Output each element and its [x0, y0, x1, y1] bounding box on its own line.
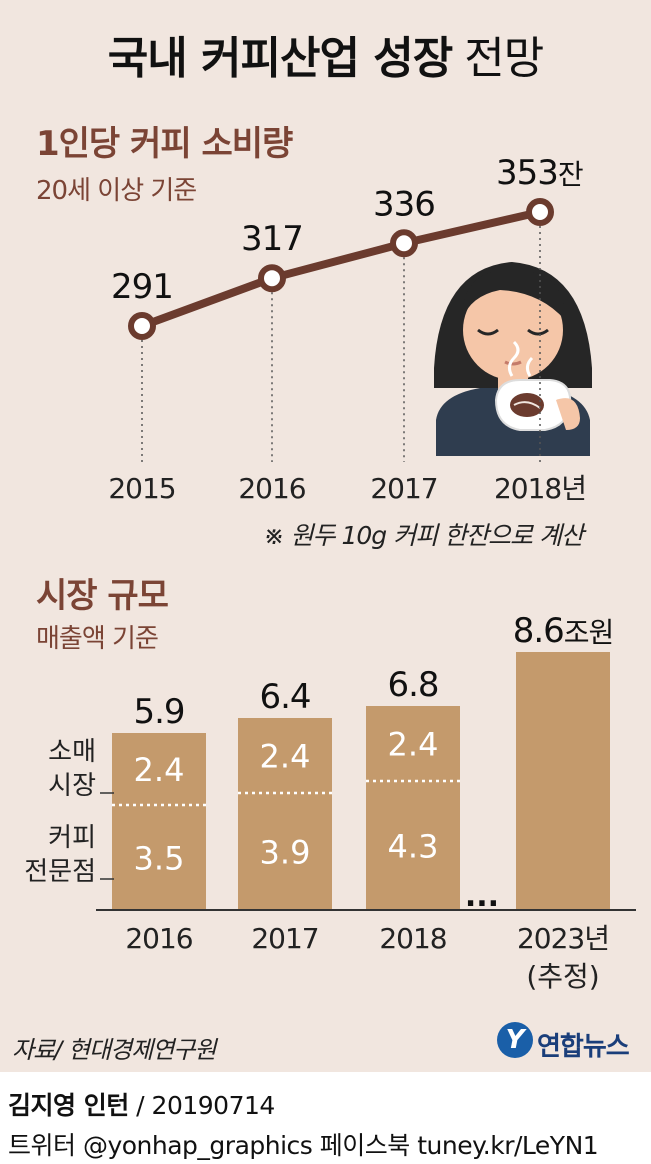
- bar-2017: [238, 718, 332, 910]
- bar-2016: [112, 733, 206, 910]
- bar-chart-subtitle: 매출액 기준: [36, 624, 159, 654]
- data-point-2016: [258, 264, 286, 293]
- x-tick-3: 2018년: [494, 472, 586, 505]
- value-number: 353: [496, 153, 558, 193]
- retail-label-2018: 2.4: [388, 726, 439, 764]
- coffee-shop-label-2017: 3.9: [260, 834, 311, 872]
- line-chart: 291 317 336 353잔 2015 2016 2017 2018년: [108, 153, 587, 505]
- retail-label-2016: 2.4: [134, 751, 185, 789]
- social-handles: 트위터 @yonhap_graphics 페이스북 tuney.kr/LeYN1: [8, 1131, 599, 1160]
- bar-2023년: [516, 652, 610, 910]
- total-label-2018: 6.8: [387, 665, 438, 705]
- data-point-2015: [128, 312, 156, 340]
- total-number: 8.6: [513, 611, 564, 651]
- bar-chart-title: 시장 규모: [36, 576, 169, 616]
- gap-ellipsis: ...: [465, 879, 499, 914]
- value-unit: 잔: [558, 158, 583, 191]
- title-main: 국내 커피산업 성장: [107, 33, 453, 84]
- bar-x-sublabel-3: (추정): [526, 960, 599, 993]
- byline: 김지영 인턴 / 20190714: [8, 1086, 275, 1122]
- line-chart-note: ※ 원두 10g 커피 한잔으로 계산: [263, 521, 584, 550]
- data-point-2018년: [526, 198, 554, 226]
- line-chart-title: 1인당 커피 소비량: [36, 124, 293, 164]
- woman-drinking-coffee-icon: [434, 262, 592, 456]
- title-suffix: 전망: [464, 33, 544, 84]
- retail-label-2017: 2.4: [260, 738, 311, 776]
- source-note: 자료/ 현대경제연구원: [12, 1036, 216, 1064]
- value-label-2015: 291: [111, 267, 173, 307]
- coffee-shop-label-2016: 3.5: [134, 840, 185, 878]
- legend-label-coffee-shop: 커피 전문점: [24, 823, 96, 887]
- bar-x-tick-0: 2016: [125, 922, 192, 955]
- total-label-2016: 5.9: [133, 692, 184, 732]
- bar-x-tick-2: 2018: [379, 922, 446, 955]
- byline-date: / 20190714: [136, 1091, 275, 1120]
- bar-x-tick-1: 2017: [251, 922, 318, 955]
- series-line: [140, 208, 541, 330]
- bar-chart: 3.5 2.4 5.9 3.9 2.4 6.4 4.3 2.4 6.8 8.6조원 2016 2017…: [24, 611, 636, 993]
- total-label-2023년: 8.6조원: [513, 611, 614, 651]
- data-point-2017: [390, 229, 418, 258]
- coffee-shop-label-2018: 4.3: [388, 828, 439, 866]
- x-tick-0: 2015: [108, 472, 175, 505]
- bar-x-tick-3: 2023년: [517, 922, 609, 955]
- x-tick-2: 2017: [370, 472, 437, 505]
- page-title: 국내 커피산업 성장 전망: [0, 22, 651, 86]
- legend-label-retail: 소매 시장: [48, 737, 96, 801]
- value-label-2018년: 353잔: [496, 153, 583, 193]
- total-label-2017: 6.4: [259, 677, 310, 717]
- byline-author: 김지영 인턴: [8, 1091, 129, 1120]
- x-tick-1: 2016: [238, 472, 305, 505]
- bar-2018: [366, 706, 460, 910]
- yonhap-logo-text: 연합뉴스: [537, 1032, 630, 1062]
- yonhap-logo-icon: Y: [497, 1022, 533, 1058]
- line-chart-subtitle: 20세 이상 기준: [36, 176, 197, 206]
- chart-canvas: 291 317 336 353잔 2015 2016 2017 2018년 3.5 2.4 5.9…: [24, 153, 636, 993]
- value-label-2017: 336: [373, 184, 435, 224]
- total-unit: 조원: [564, 616, 614, 649]
- value-label-2016: 317: [241, 219, 303, 259]
